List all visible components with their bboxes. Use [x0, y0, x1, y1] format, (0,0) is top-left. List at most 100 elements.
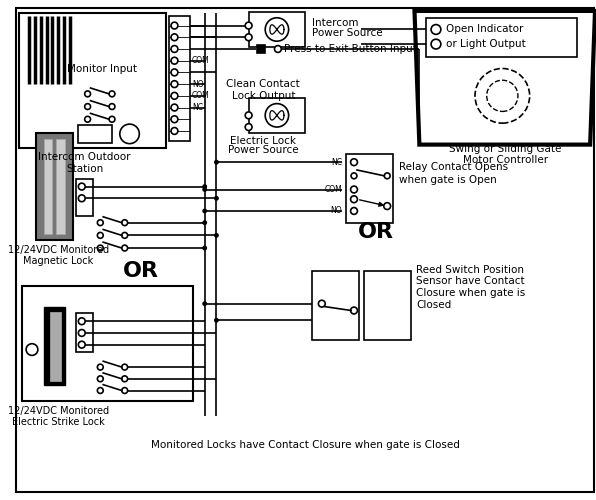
Bar	[76, 314, 94, 352]
Circle shape	[350, 186, 358, 193]
Bar	[44, 306, 65, 384]
Bar	[364, 272, 411, 340]
Text: OR: OR	[123, 262, 159, 281]
Circle shape	[78, 318, 85, 324]
Circle shape	[78, 330, 85, 336]
Circle shape	[245, 112, 252, 119]
Circle shape	[350, 196, 358, 202]
Circle shape	[171, 116, 178, 122]
Bar	[169, 16, 190, 140]
Bar	[249, 98, 305, 133]
Bar	[19, 13, 166, 147]
Circle shape	[97, 245, 103, 251]
Circle shape	[171, 58, 178, 64]
Circle shape	[214, 160, 219, 164]
Circle shape	[384, 173, 390, 179]
Circle shape	[202, 246, 207, 250]
Circle shape	[214, 318, 219, 322]
Circle shape	[171, 46, 178, 52]
Text: Swing or Sliding Gate: Swing or Sliding Gate	[449, 144, 561, 154]
Bar	[76, 179, 94, 216]
Circle shape	[122, 245, 128, 251]
Circle shape	[475, 68, 530, 123]
Text: NC: NC	[192, 103, 203, 112]
Text: Monitored Locks have Contact Closure when gate is Closed: Monitored Locks have Contact Closure whe…	[151, 440, 460, 450]
Bar	[312, 272, 359, 340]
Circle shape	[78, 195, 85, 202]
Circle shape	[85, 91, 91, 97]
Circle shape	[171, 22, 178, 29]
Text: 12/24VDC Monitored: 12/24VDC Monitored	[8, 245, 109, 255]
Polygon shape	[414, 11, 595, 144]
Bar	[249, 12, 305, 47]
Circle shape	[109, 104, 115, 110]
Circle shape	[97, 364, 103, 370]
Text: Monitor Input: Monitor Input	[67, 64, 137, 74]
Text: Closed: Closed	[417, 300, 452, 310]
Circle shape	[171, 69, 178, 76]
Circle shape	[171, 92, 178, 99]
Circle shape	[202, 184, 207, 189]
Circle shape	[26, 344, 38, 355]
Circle shape	[109, 116, 115, 122]
Circle shape	[202, 187, 207, 192]
Circle shape	[384, 202, 390, 209]
Circle shape	[350, 208, 358, 214]
Circle shape	[214, 196, 219, 200]
Text: Open Indicator: Open Indicator	[446, 24, 523, 34]
Text: Power Source: Power Source	[228, 146, 299, 156]
Text: COM: COM	[192, 92, 210, 100]
Text: when gate is Open: when gate is Open	[399, 174, 496, 184]
Circle shape	[171, 128, 178, 134]
Circle shape	[85, 104, 91, 110]
Circle shape	[275, 46, 281, 52]
Text: OR: OR	[358, 222, 393, 242]
Bar	[36, 133, 73, 240]
Circle shape	[122, 388, 128, 394]
Bar	[57, 139, 65, 234]
Text: Clean Contact: Clean Contact	[226, 79, 300, 89]
Circle shape	[202, 301, 207, 306]
Circle shape	[97, 232, 103, 238]
Circle shape	[245, 34, 252, 40]
Text: Power Source: Power Source	[312, 28, 383, 38]
Circle shape	[351, 173, 357, 179]
Bar	[22, 286, 193, 401]
Circle shape	[431, 39, 441, 49]
Circle shape	[97, 376, 103, 382]
Circle shape	[171, 80, 178, 87]
Circle shape	[265, 104, 288, 127]
Circle shape	[350, 307, 358, 314]
Circle shape	[78, 341, 85, 348]
Circle shape	[265, 18, 288, 41]
Circle shape	[318, 300, 325, 307]
Text: Magnetic Lock: Magnetic Lock	[23, 256, 94, 266]
Circle shape	[245, 22, 252, 29]
Circle shape	[78, 183, 85, 190]
Text: NC: NC	[331, 158, 342, 166]
Circle shape	[85, 116, 91, 122]
Text: Press to Exit Button Input: Press to Exit Button Input	[284, 44, 417, 54]
Text: or Light Output: or Light Output	[446, 39, 526, 49]
Text: Lock Output: Lock Output	[231, 91, 295, 101]
Text: COM: COM	[325, 185, 342, 194]
Text: COM: COM	[192, 56, 210, 65]
Text: Intercom Outdoor
Station: Intercom Outdoor Station	[38, 152, 131, 174]
Circle shape	[97, 388, 103, 394]
Circle shape	[122, 376, 128, 382]
Text: NO: NO	[331, 206, 342, 216]
Circle shape	[122, 220, 128, 226]
Circle shape	[350, 159, 358, 166]
Circle shape	[431, 24, 441, 34]
Text: Reed Switch Position: Reed Switch Position	[417, 264, 524, 274]
Text: Electric Lock: Electric Lock	[230, 136, 296, 145]
Circle shape	[171, 104, 178, 111]
Circle shape	[122, 364, 128, 370]
Text: NO: NO	[192, 80, 204, 88]
Text: Relay Contact Opens: Relay Contact Opens	[399, 162, 508, 172]
Circle shape	[171, 34, 178, 40]
Text: Motor Controller: Motor Controller	[462, 155, 548, 165]
Bar	[44, 139, 52, 234]
Circle shape	[487, 80, 518, 112]
Bar	[49, 312, 61, 381]
